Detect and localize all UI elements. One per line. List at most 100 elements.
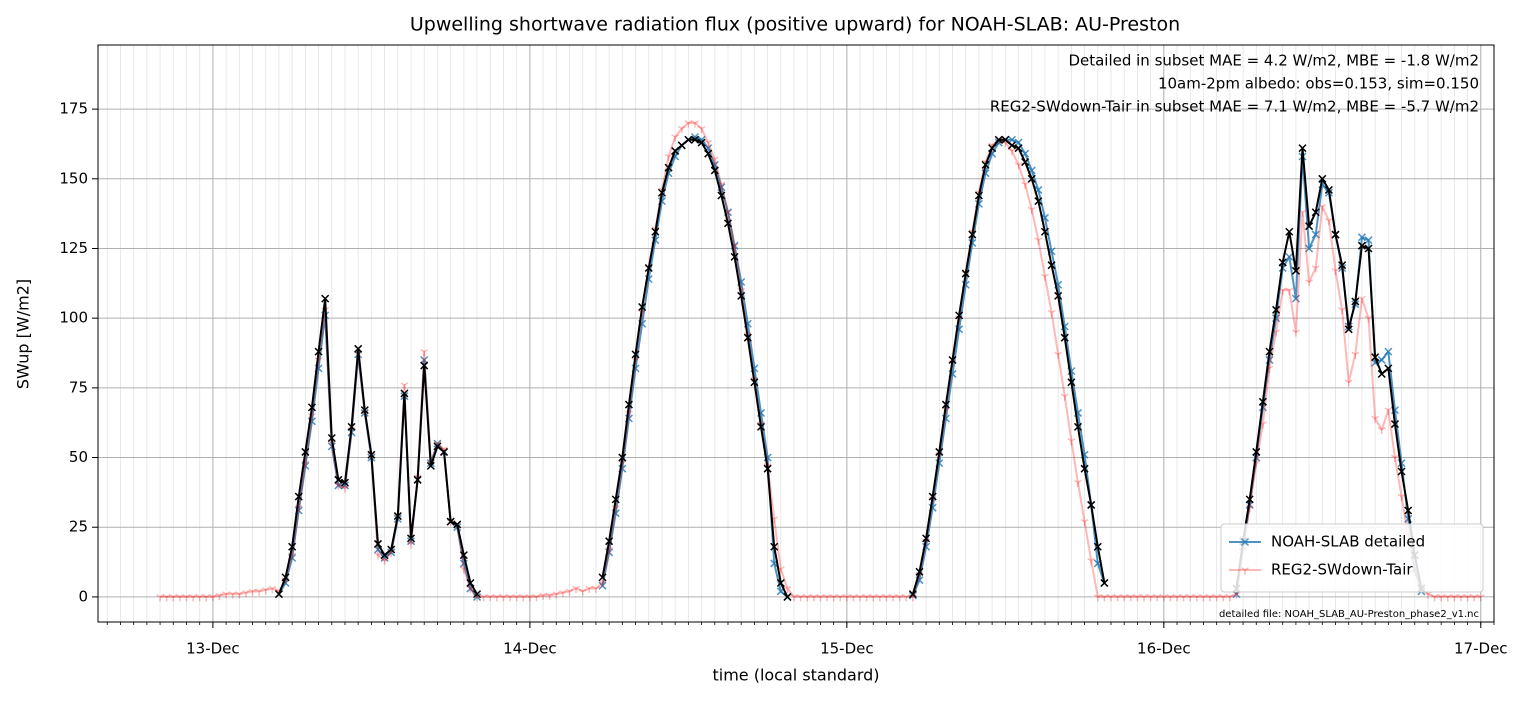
marker: [506, 594, 514, 602]
marker: [242, 589, 250, 598]
marker: [1272, 305, 1281, 314]
marker: [1351, 297, 1360, 306]
marker: [400, 382, 409, 390]
annotation: 10am-2pm albedo: obs=0.153, sim=0.150: [1158, 75, 1479, 93]
marker: [664, 153, 673, 161]
marker: [1040, 227, 1049, 236]
marker: [202, 594, 211, 602]
marker: [717, 191, 726, 200]
marker: [1073, 422, 1083, 431]
x-tick-label: 14-Dec: [503, 640, 557, 658]
marker: [459, 551, 468, 560]
marker: [327, 433, 336, 443]
marker: [961, 269, 970, 278]
x-tick-label: 15-Dec: [820, 640, 874, 658]
marker: [1351, 351, 1360, 359]
marker: [1240, 537, 1250, 547]
marker: [974, 191, 983, 200]
y-axis-label: SWup [W/m2]: [14, 279, 33, 389]
y-tick-label: 175: [59, 100, 88, 118]
legend-box: [1220, 523, 1484, 593]
marker: [446, 517, 455, 526]
marker: [1080, 518, 1089, 527]
marker: [1371, 353, 1380, 362]
marker: [1318, 203, 1327, 212]
marker: [433, 439, 442, 448]
marker: [664, 163, 673, 172]
marker: [519, 594, 528, 602]
marker: [1404, 506, 1413, 515]
marker: [294, 492, 303, 501]
marker: [1093, 594, 1102, 602]
marker: [1140, 594, 1148, 602]
marker: [1463, 594, 1472, 602]
marker: [1159, 594, 1168, 602]
marker: [334, 475, 343, 484]
marker: [677, 125, 686, 134]
marker: [1241, 567, 1249, 575]
marker: [743, 333, 752, 342]
marker: [1384, 364, 1393, 373]
marker: [981, 160, 990, 169]
marker: [691, 120, 699, 128]
marker: [869, 594, 878, 602]
marker: [1285, 227, 1294, 236]
marker: [1397, 493, 1406, 502]
marker: [512, 594, 521, 602]
marker: [710, 156, 719, 164]
marker: [1212, 594, 1221, 602]
marker: [1021, 181, 1030, 189]
marker: [651, 227, 660, 236]
marker: [1067, 438, 1076, 446]
marker: [1470, 594, 1479, 602]
marker: [803, 594, 812, 602]
marker: [1443, 594, 1452, 602]
marker: [1437, 594, 1446, 602]
marker: [228, 591, 237, 599]
marker: [750, 378, 759, 387]
marker: [697, 125, 706, 134]
marker: [1166, 594, 1175, 602]
marker: [255, 588, 264, 596]
marker: [988, 144, 997, 153]
marker: [1285, 252, 1294, 261]
marker: [1344, 379, 1353, 387]
marker: [1364, 244, 1373, 253]
marker: [360, 406, 369, 415]
marker: [638, 302, 647, 312]
marker: [1060, 393, 1069, 401]
legend-label: NOAH-SLAB detailed: [1271, 533, 1425, 551]
marker: [684, 120, 693, 128]
legend-label: REG2-SWdown-Tair: [1271, 561, 1413, 579]
marker: [1014, 162, 1023, 170]
marker: [1331, 230, 1340, 239]
marker: [1120, 594, 1129, 602]
marker: [908, 591, 917, 600]
grid: [98, 45, 1495, 622]
marker: [770, 542, 779, 551]
marker: [1146, 594, 1155, 602]
marker: [1054, 351, 1063, 359]
marker: [1133, 594, 1142, 602]
marker: [1179, 594, 1188, 602]
marker: [611, 495, 620, 504]
marker: [677, 141, 686, 150]
marker: [730, 252, 739, 261]
marker: [968, 230, 977, 239]
marker: [1331, 268, 1340, 276]
marker: [1377, 369, 1386, 378]
marker: [1476, 594, 1485, 602]
marker: [631, 350, 640, 359]
marker: [657, 188, 666, 197]
y-tick-label: 125: [59, 239, 88, 257]
marker: [605, 537, 614, 546]
axes-frame: [97, 44, 1495, 623]
marker: [598, 581, 607, 590]
marker: [902, 594, 911, 602]
marker: [301, 447, 310, 456]
marker: [1219, 594, 1228, 602]
marker: [1305, 222, 1314, 231]
marker: [354, 344, 363, 353]
marker: [1054, 291, 1063, 300]
